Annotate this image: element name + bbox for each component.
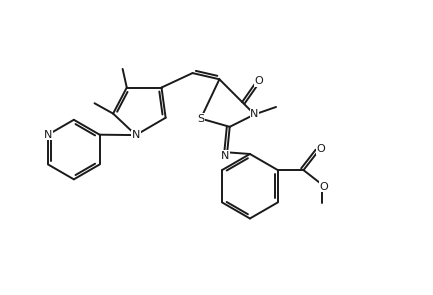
Text: N: N xyxy=(250,109,259,119)
Text: O: O xyxy=(254,76,263,86)
Text: O: O xyxy=(317,145,325,155)
Text: N: N xyxy=(44,130,52,140)
Text: S: S xyxy=(197,114,204,124)
Text: N: N xyxy=(221,151,229,161)
Text: O: O xyxy=(320,182,329,192)
Text: N: N xyxy=(132,130,140,140)
